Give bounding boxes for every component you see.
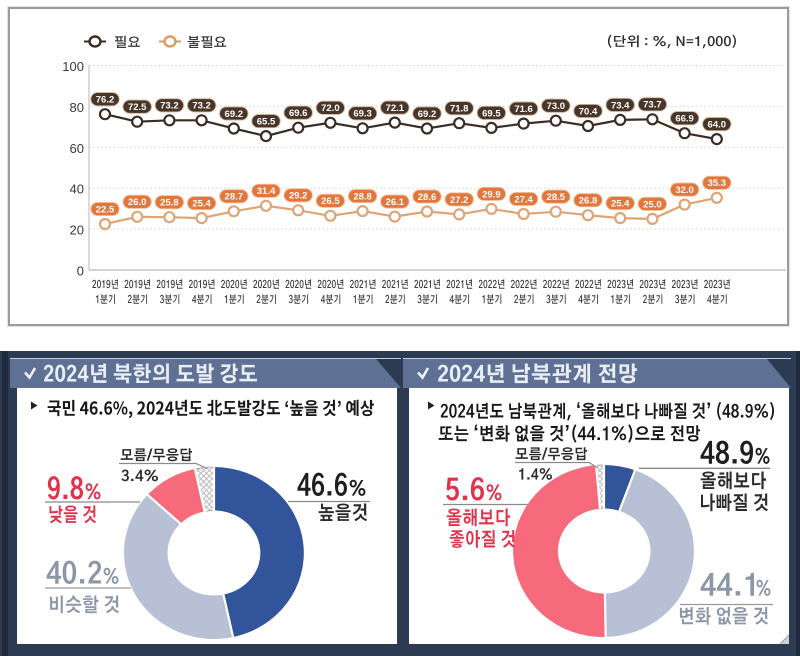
svg-text:60: 60 <box>70 141 84 156</box>
svg-text:27.4: 27.4 <box>514 194 533 205</box>
svg-text:73.2: 73.2 <box>192 101 211 112</box>
svg-text:35.3: 35.3 <box>708 178 727 189</box>
svg-text:72.0: 72.0 <box>321 103 340 114</box>
svg-text:22.5: 22.5 <box>96 204 115 215</box>
svg-text:29.2: 29.2 <box>289 191 308 202</box>
svg-text:70.4: 70.4 <box>579 106 598 117</box>
svg-text:73.0: 73.0 <box>547 101 566 112</box>
svg-text:20: 20 <box>70 223 84 238</box>
svg-text:71.8: 71.8 <box>450 104 469 115</box>
svg-text:26.5: 26.5 <box>321 196 340 207</box>
svg-text:29.9: 29.9 <box>482 189 501 200</box>
svg-text:28.8: 28.8 <box>353 192 372 203</box>
svg-text:71.6: 71.6 <box>514 104 533 115</box>
svg-text:27.2: 27.2 <box>450 195 469 206</box>
svg-text:40: 40 <box>70 182 84 197</box>
svg-text:31.4: 31.4 <box>257 186 276 197</box>
svg-text:73.4: 73.4 <box>611 100 630 111</box>
svg-text:25.8: 25.8 <box>160 198 179 209</box>
svg-text:80: 80 <box>70 100 84 115</box>
svg-text:100: 100 <box>62 59 84 74</box>
svg-text:0: 0 <box>77 264 84 279</box>
svg-text:72.5: 72.5 <box>128 102 147 113</box>
svg-text:28.5: 28.5 <box>547 192 566 203</box>
svg-text:26.0: 26.0 <box>128 197 147 208</box>
svg-text:76.2: 76.2 <box>96 95 115 106</box>
svg-text:73.2: 73.2 <box>160 101 179 112</box>
svg-text:72.1: 72.1 <box>386 103 405 114</box>
svg-text:65.5: 65.5 <box>257 117 276 128</box>
svg-text:69.6: 69.6 <box>289 108 308 119</box>
svg-text:25.4: 25.4 <box>192 199 211 210</box>
svg-text:26.1: 26.1 <box>386 197 405 208</box>
svg-text:69.2: 69.2 <box>418 109 437 120</box>
svg-text:25.4: 25.4 <box>611 199 630 210</box>
svg-text:26.8: 26.8 <box>579 196 598 207</box>
svg-text:28.7: 28.7 <box>225 192 244 203</box>
svg-text:25.0: 25.0 <box>643 199 662 210</box>
svg-text:66.9: 66.9 <box>675 114 694 125</box>
svg-text:69.2: 69.2 <box>225 109 244 120</box>
svg-text:73.7: 73.7 <box>643 100 662 111</box>
svg-text:64.0: 64.0 <box>708 120 727 131</box>
svg-text:69.3: 69.3 <box>353 109 372 120</box>
svg-text:28.6: 28.6 <box>418 192 437 203</box>
svg-text:32.0: 32.0 <box>675 185 694 196</box>
svg-text:69.5: 69.5 <box>482 108 501 119</box>
